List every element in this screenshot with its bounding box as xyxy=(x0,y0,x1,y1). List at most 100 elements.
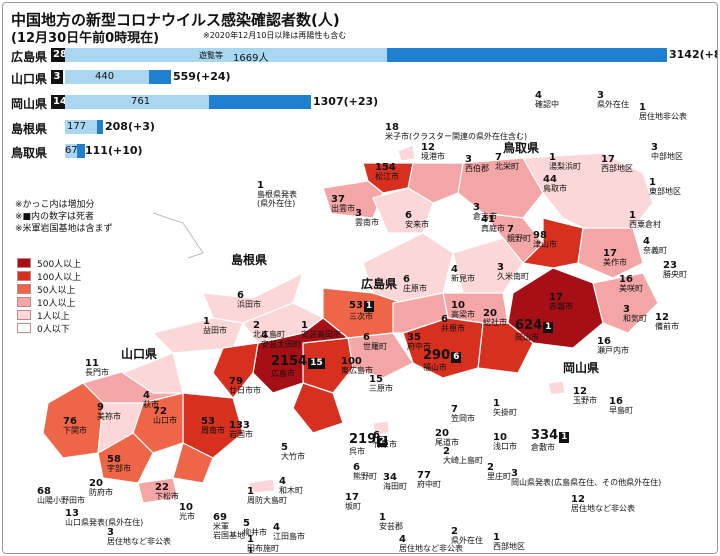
municipality-name: 西粟倉村 xyxy=(629,220,661,229)
municipality-label: 17 坂町 xyxy=(345,493,361,512)
municipality-name: 井原市 xyxy=(441,324,465,333)
bar-segment-light xyxy=(65,70,149,84)
municipality-label: 2154 15 広島市 xyxy=(271,355,325,378)
legend-swatch xyxy=(17,271,31,281)
municipality-name: 柳井市 xyxy=(243,528,267,537)
map-region-hofu xyxy=(137,477,179,504)
municipality-name: 世羅町 xyxy=(363,342,387,351)
municipality-name: 津山市 xyxy=(533,240,557,249)
deaths-badge: 3 xyxy=(51,70,63,84)
municipality-label: 100 東広島市 xyxy=(341,357,373,376)
municipality-name: 倉吉市 xyxy=(473,212,497,221)
municipality-label: 4 新見市 xyxy=(451,265,475,284)
municipality-name: 新見市 xyxy=(451,274,475,283)
municipality-name: 安芸郡 xyxy=(379,522,403,531)
note-line: ※■内の数字は死者 xyxy=(15,212,95,222)
case-count: 12 xyxy=(573,386,587,397)
legend-swatch xyxy=(17,284,31,294)
map-island-suo-oshima xyxy=(247,478,276,494)
municipality-name: 中部地区 xyxy=(651,152,683,161)
bar-row-tottori: 鳥取県 67 111(+10) xyxy=(11,143,211,160)
case-count: 1 xyxy=(301,320,308,331)
municipality-label: 1 田布施町 xyxy=(247,535,279,554)
bar-pref-label: 島根県 xyxy=(11,122,48,136)
death-count-badge: 15 xyxy=(308,358,325,369)
legend-label: 500人以上 xyxy=(37,260,82,270)
case-count: 1 xyxy=(649,177,656,188)
municipality-label: 2 北広島町 xyxy=(253,321,285,340)
case-count: 4 xyxy=(261,330,268,341)
municipality-name: 田布施町 xyxy=(247,544,279,553)
prefecture-name-yamaguchi: 山口県 xyxy=(121,347,158,361)
municipality-label: 20 尾道市 xyxy=(435,429,459,448)
municipality-label: 6 浜田市 xyxy=(237,291,261,310)
municipality-label: 5 柳井市 xyxy=(243,519,267,538)
municipality-label: 53 周南市 xyxy=(201,417,225,436)
municipality-name: 光市 xyxy=(179,512,195,521)
municipality-name: 高梁市 xyxy=(451,310,475,319)
case-count: 4 xyxy=(279,476,286,487)
municipality-label: 3 和気町 xyxy=(623,304,647,324)
case-count: 12 xyxy=(421,142,435,153)
case-count: 72 xyxy=(153,406,167,417)
case-count: 4 xyxy=(143,390,150,401)
municipality-label: 4 萩市 xyxy=(143,390,159,410)
case-count: 4 xyxy=(273,522,280,533)
municipality-label: 3 西伯郡 xyxy=(465,155,489,174)
municipality-label: 1 矢掛町 xyxy=(493,398,517,418)
municipality-name: 鏡野町 xyxy=(507,234,531,243)
case-count: 3 xyxy=(597,90,604,101)
note-line: ※かっこ内は増加分 xyxy=(15,200,95,210)
municipality-label: 7 北栄町 xyxy=(495,153,519,172)
map-region-niimi xyxy=(452,237,524,294)
case-count: 133 xyxy=(229,420,250,431)
municipality-label: 1 安芸高田市 xyxy=(301,320,341,340)
municipality-label: 22 下松市 xyxy=(155,483,179,502)
case-count: 3 xyxy=(623,304,630,315)
municipality-name: 松江市 xyxy=(375,172,399,181)
municipality-label: 133 岩国市 xyxy=(229,420,253,440)
municipality-name: 居住地など非公表 xyxy=(399,544,463,553)
case-count: 23 xyxy=(663,260,677,271)
case-count: 12 xyxy=(655,312,669,323)
case-count: 4 xyxy=(643,236,650,247)
map-region-mimasaka xyxy=(577,227,644,279)
municipality-name: 確認中 xyxy=(535,100,559,109)
municipality-name: 竹原市 xyxy=(373,440,397,449)
municipality-label: 77 府中町 xyxy=(417,471,441,490)
legend-label: 50人以上 xyxy=(37,286,76,296)
municipality-label: 1 安芸郡 xyxy=(379,513,403,532)
municipality-label: 7 鏡野町 xyxy=(507,225,531,244)
municipality-label: 34 海田町 xyxy=(383,473,407,492)
case-count: 334 xyxy=(531,428,559,443)
municipality-name: 北栄町 xyxy=(495,162,519,171)
municipality-label: 6 竹原市 xyxy=(373,431,397,450)
municipality-label: 4 江田島市 xyxy=(273,522,305,542)
case-count: 16 xyxy=(609,396,623,407)
municipality-label: 6 井原市 xyxy=(441,315,465,334)
municipality-name: 広島市 xyxy=(271,369,295,378)
municipality-label: 3 倉吉市 xyxy=(473,203,497,222)
case-count: 79 xyxy=(229,376,243,387)
choropleth-map xyxy=(42,144,659,504)
municipality-label: 3 中部地区 xyxy=(651,143,683,162)
map-region-shunan xyxy=(172,442,214,484)
case-count: 13 xyxy=(65,508,79,519)
municipality-label: 37 出雲市 xyxy=(331,195,355,214)
municipality-label: 1 東部地区 xyxy=(649,177,681,197)
map-region-matsue xyxy=(362,162,414,194)
municipality-label: 4 確認中 xyxy=(535,90,559,110)
municipality-label: 20 防府市 xyxy=(89,479,113,498)
municipality-name: 山口市 xyxy=(153,416,177,425)
bar-light-value: 1669人 xyxy=(233,53,269,64)
case-count: 1 xyxy=(493,398,500,409)
municipality-name: 岡山県発表(広島県在住、その他県外在住) xyxy=(511,478,662,487)
municipality-name: 境港市 xyxy=(421,152,445,161)
bar-pref-label: 岡山県 xyxy=(11,97,48,111)
case-count: 4 xyxy=(535,90,542,101)
municipality-name: 益田市 xyxy=(203,326,227,335)
case-count: 17 xyxy=(601,154,615,165)
bar-segment-dark xyxy=(209,95,311,109)
municipality-label: 4 奈義町 xyxy=(643,236,667,256)
case-count: 17 xyxy=(603,248,617,259)
